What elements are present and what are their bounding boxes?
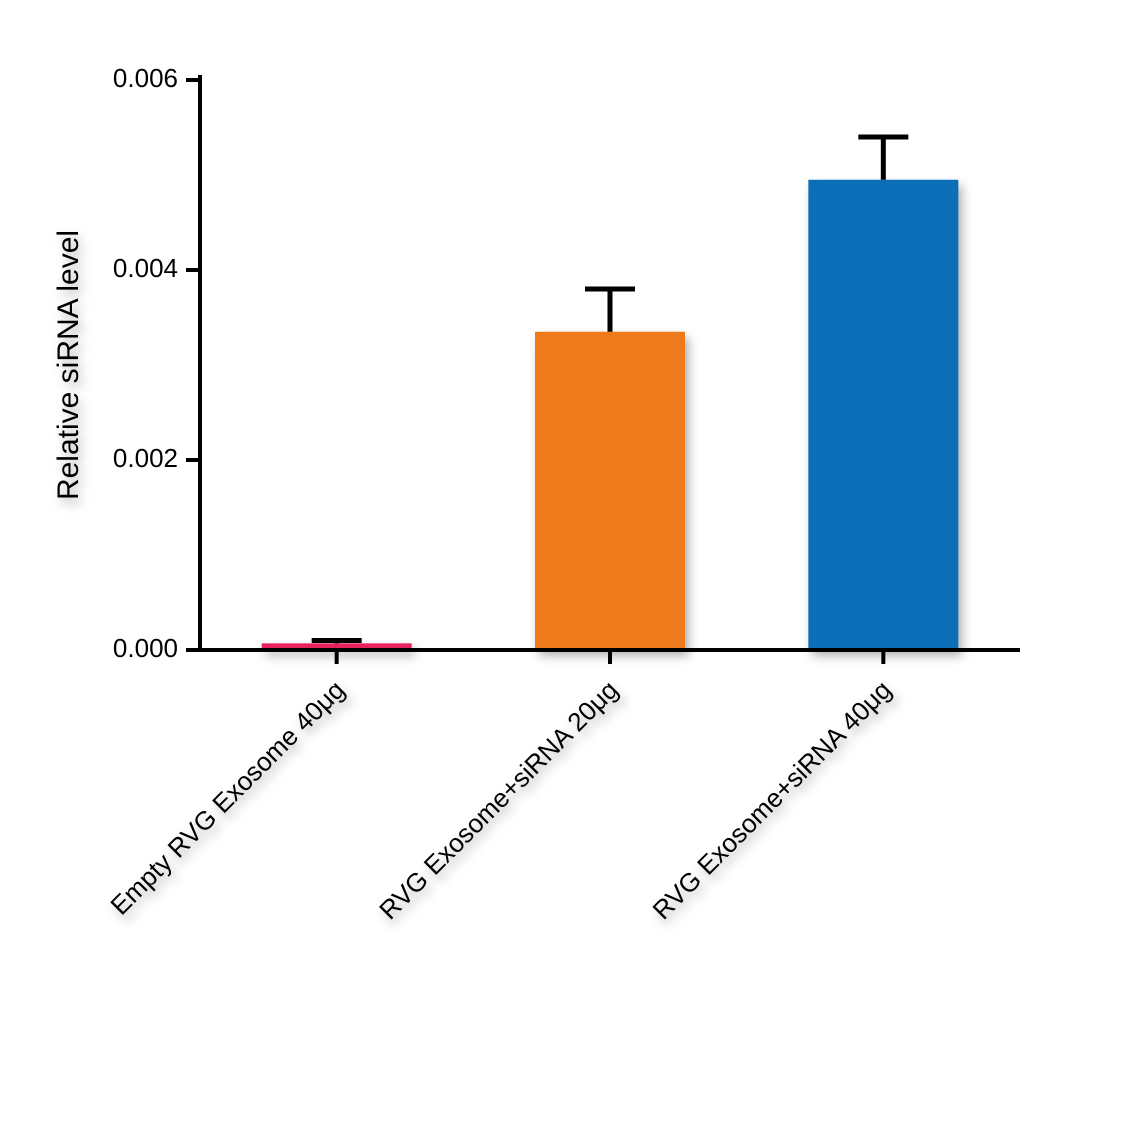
x-axis-label: RVG Exosome+siRNA 40μg: [646, 675, 897, 926]
y-ticks: 0.000 0.002 0.004 0.006: [113, 63, 200, 663]
x-labels: Empty RVG Exosome 40μgRVG Exosome+siRNA …: [104, 675, 897, 926]
bars: [262, 180, 959, 650]
y-axis-label: Relative siRNA level: [52, 230, 85, 500]
y-tick-label: 0.002: [113, 443, 178, 473]
y-tick-label: 0.006: [113, 63, 178, 93]
bar-chart: 0.000 0.002 0.004 0.006 Relative siRNA level…: [0, 0, 1124, 1125]
x-axis-label: RVG Exosome+siRNA 20μg: [373, 675, 624, 926]
x-axis-label: Empty RVG Exosome 40μg: [104, 675, 350, 921]
bar-rvg-sirna-40: [808, 180, 958, 650]
y-tick-label: 0.000: [113, 633, 178, 663]
y-label-group: Relative siRNA level: [52, 230, 85, 500]
bar-rvg-sirna-20: [535, 332, 685, 650]
y-tick-label: 0.004: [113, 253, 178, 283]
